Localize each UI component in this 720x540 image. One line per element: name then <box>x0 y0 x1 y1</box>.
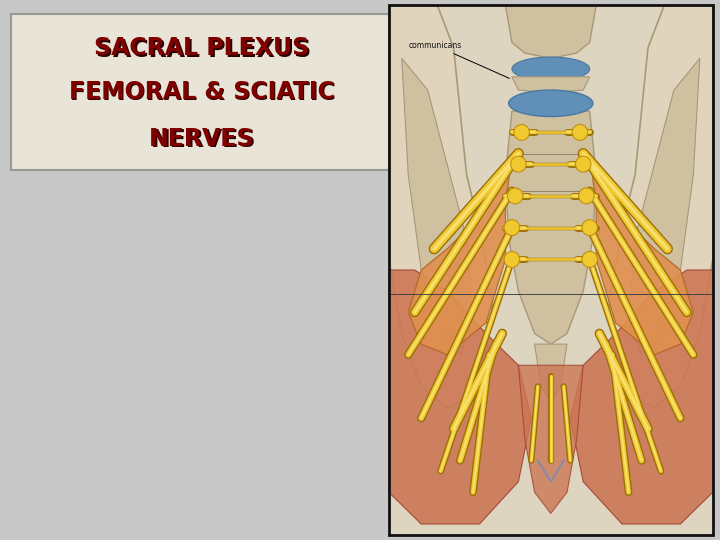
Text: FEMORAL & SCIATIC: FEMORAL & SCIATIC <box>71 82 336 105</box>
Text: SACRAL PLEXUS: SACRAL PLEXUS <box>94 36 309 60</box>
Polygon shape <box>609 5 713 408</box>
Text: communicans: communicans <box>408 40 509 78</box>
Text: SACRAL PLEXUS: SACRAL PLEXUS <box>96 38 311 62</box>
Text: NERVES: NERVES <box>149 127 254 151</box>
Ellipse shape <box>508 188 523 204</box>
Polygon shape <box>590 153 693 355</box>
Ellipse shape <box>582 220 598 235</box>
Ellipse shape <box>575 156 591 172</box>
Polygon shape <box>512 77 590 93</box>
Polygon shape <box>518 365 583 514</box>
Polygon shape <box>534 344 567 402</box>
Ellipse shape <box>582 252 598 267</box>
Polygon shape <box>408 153 512 355</box>
Ellipse shape <box>572 124 588 140</box>
Polygon shape <box>505 111 596 344</box>
Ellipse shape <box>514 124 529 140</box>
Ellipse shape <box>504 252 520 267</box>
Polygon shape <box>505 5 596 58</box>
Ellipse shape <box>579 188 594 204</box>
FancyBboxPatch shape <box>11 14 392 170</box>
Polygon shape <box>570 270 713 524</box>
Polygon shape <box>629 58 700 355</box>
Text: FEMORAL & SCIATIC: FEMORAL & SCIATIC <box>68 80 335 104</box>
FancyBboxPatch shape <box>389 5 713 535</box>
Ellipse shape <box>512 57 590 81</box>
Polygon shape <box>402 58 473 355</box>
Text: NERVES: NERVES <box>150 129 256 152</box>
Ellipse shape <box>510 156 526 172</box>
FancyBboxPatch shape <box>389 5 713 535</box>
Ellipse shape <box>508 90 593 117</box>
Polygon shape <box>389 5 492 408</box>
Polygon shape <box>389 270 531 524</box>
Ellipse shape <box>504 220 520 235</box>
